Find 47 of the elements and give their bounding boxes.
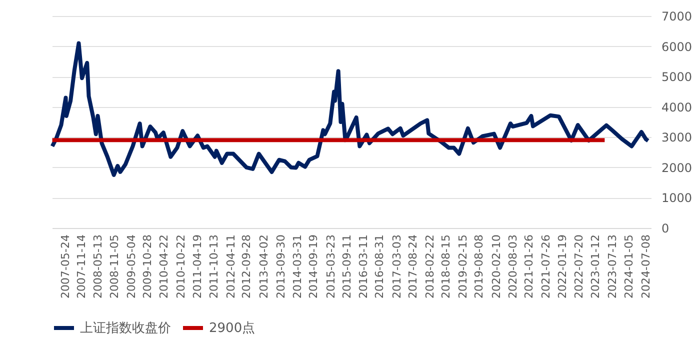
x-tick-label: 2012-04-11 — [224, 234, 238, 298]
x-tick-label: 2024-01-05 — [622, 234, 636, 298]
x-tick-label: 2024-07-08 — [639, 234, 652, 298]
x-tick-label: 2022-01-19 — [556, 234, 569, 298]
x-tick-label: 2018-08-15 — [440, 234, 453, 298]
x-tick-label: 2017-08-24 — [406, 234, 420, 298]
x-tick-label: 2014-09-19 — [307, 234, 320, 298]
x-tick-label: 2007-11-14 — [74, 234, 88, 298]
x-tick-label: 2012-09-28 — [240, 234, 254, 298]
x-tick-label: 2009-05-04 — [124, 234, 138, 298]
x-tick-label: 2008-05-13 — [92, 234, 105, 298]
x-tick-label: 2008-11-05 — [108, 234, 122, 298]
x-tick-label: 2021-07-26 — [539, 234, 552, 298]
x-tick-label: 2017-03-03 — [390, 234, 404, 298]
legend-label: 上证指数收盘价 — [80, 321, 171, 336]
x-tick-label: 2020-02-10 — [490, 234, 504, 298]
y-tick-label: 7000 — [662, 10, 692, 24]
x-tick-label: 2007-05-24 — [58, 234, 72, 298]
line-series — [50, 41, 650, 177]
x-tick-label: 2011-04-19 — [191, 234, 204, 298]
y-tick-label: 0 — [662, 222, 670, 236]
x-tick-label: 2016-08-31 — [373, 234, 386, 298]
x-tick-label: 2023-01-12 — [589, 234, 602, 298]
x-tick-label: 2010-04-22 — [158, 234, 171, 298]
x-tick-label: 2013-04-02 — [257, 234, 270, 298]
x-tick-label: 2022-07-20 — [572, 234, 586, 298]
y-tick-label: 1000 — [662, 191, 692, 206]
x-tick-label: 2018-02-22 — [423, 234, 436, 298]
x-tick-label: 2023-07-13 — [606, 234, 619, 298]
x-tick-label: 2015-03-23 — [324, 234, 338, 298]
x-tick-label: 2009-10-28 — [141, 234, 154, 298]
x-tick-label: 2010-10-22 — [174, 234, 188, 298]
y-tick-label: 3000 — [662, 130, 692, 145]
x-tick-label: 2011-10-13 — [208, 234, 221, 298]
y-tick-label: 5000 — [662, 70, 692, 84]
x-tick-label: 2020-08-03 — [506, 234, 520, 298]
y-tick-label: 6000 — [662, 40, 692, 54]
y-tick-label: 2000 — [662, 160, 692, 175]
x-tick-label: 2015-09-11 — [340, 234, 354, 298]
x-tick-label: 2019-08-08 — [472, 234, 486, 298]
legend-label: 2900点 — [209, 321, 256, 336]
x-tick-label: 2013-09-30 — [274, 234, 288, 298]
x-tick-label: 2019-02-15 — [456, 234, 470, 298]
y-tick-label: 4000 — [662, 100, 692, 114]
x-tick-label: 2014-03-31 — [291, 234, 304, 298]
x-tick-label: 2021-01-26 — [522, 234, 536, 298]
x-tick-label: 2016-03-11 — [357, 234, 370, 298]
